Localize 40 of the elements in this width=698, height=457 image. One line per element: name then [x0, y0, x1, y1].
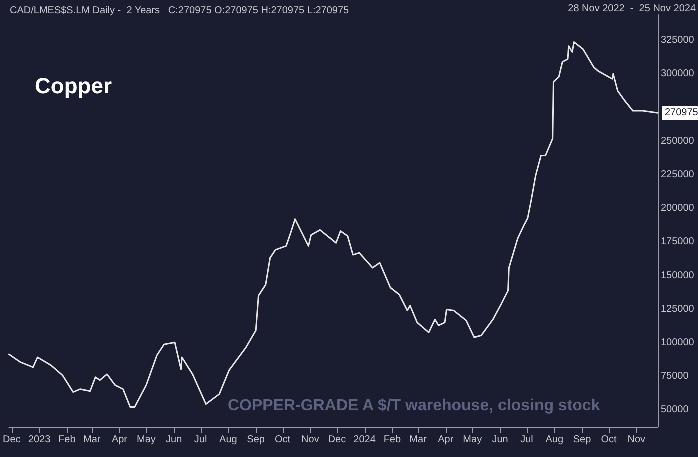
x-tick-label: Aug [220, 434, 238, 446]
x-tick-label: Feb [58, 434, 76, 446]
x-tick-label: Oct [601, 434, 617, 446]
x-tick-label: May [463, 434, 482, 446]
x-tick-label: Aug [546, 434, 564, 446]
x-tick-label: Sep [247, 434, 266, 446]
annotation: COPPER-GRADE A $/T warehouse, closing stock [228, 398, 600, 414]
x-tick-label: Dec [2, 434, 21, 446]
y-tick-label: 50000 [661, 404, 690, 416]
x-tick-label: May [137, 434, 156, 446]
text: 28 Nov 2022 - 25 Nov 2024 [568, 4, 696, 14]
x-tick-label: Dec [328, 434, 346, 446]
x-tick-label: 2024 [354, 434, 376, 446]
y-tick-label: 250000 [661, 136, 695, 147]
x-tick-label: Mar [83, 434, 102, 446]
y-tick-label: 150000 [661, 270, 695, 282]
y-tick-label: 75000 [661, 371, 690, 382]
x-tick-label: Sep [573, 434, 592, 446]
y-tick-label: 200000 [661, 203, 695, 214]
x-tick-label: Mar [410, 434, 428, 446]
x-tick-label: 2023 [28, 434, 52, 446]
x-tick-label: Feb [384, 434, 402, 446]
x-tick-label: Jul [520, 434, 534, 446]
y-tick-label: 100000 [661, 337, 695, 348]
x-tick-label: Jul [194, 434, 208, 446]
x-tick-label: Nov [628, 434, 646, 446]
y-tick-label: 300000 [661, 68, 695, 80]
chart-subtitle: CAD/LMES$S.LM Daily - 2 Years C:270975 O:270975 H:270975 L:270975 [10, 6, 350, 16]
y-tick-label: 175000 [661, 236, 695, 248]
y-tick-label: 325000 [661, 35, 695, 46]
x-tick-label: Apr [438, 434, 454, 446]
x-tick-label: Oct [275, 434, 291, 446]
annotation: 270975 [665, 108, 698, 119]
y-tick-label: 125000 [661, 304, 695, 315]
y-tick-label: 225000 [661, 169, 695, 180]
text: Copper [35, 74, 112, 98]
x-tick-label: Nov [302, 434, 320, 446]
x-tick-label: Jun [166, 434, 182, 446]
x-tick-label: Apr [112, 434, 128, 446]
x-tick-label: Jun [492, 434, 508, 446]
